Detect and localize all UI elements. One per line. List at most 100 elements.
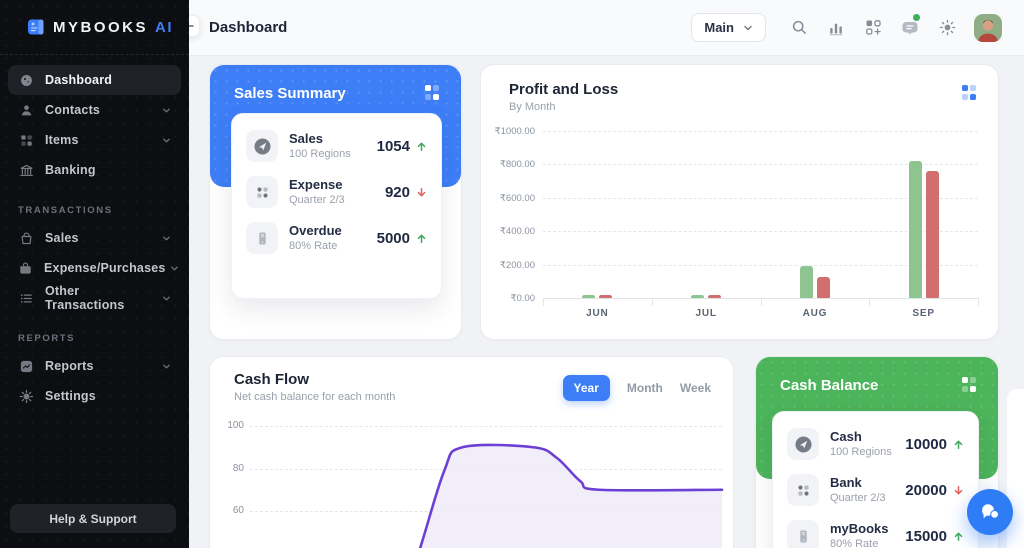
search-icon[interactable]: [789, 18, 809, 38]
sidebar-item-expense-purchases[interactable]: Expense/Purchases: [8, 253, 181, 283]
banking-icon: [18, 163, 34, 178]
page-title: Dashboard: [209, 19, 288, 36]
sidebar-item-items[interactable]: Items: [8, 125, 181, 155]
sidebar-item-label: Reports: [45, 359, 94, 373]
brand-logo[interactable]: MYBOOKS AI: [0, 0, 189, 55]
chat-fab-button[interactable]: [967, 489, 1013, 535]
sidebar-item-banking[interactable]: Banking: [8, 155, 181, 185]
row-name: Expense: [289, 177, 343, 192]
row-sub: 100 Regions: [289, 148, 351, 160]
row-value: 15000: [905, 527, 947, 545]
tab-month[interactable]: Month: [626, 381, 663, 395]
sales-summary-list: Sales 100 Regions 1054 Expense Quarter 2/3 92…: [231, 113, 442, 299]
cash-balance-card: Cash Balance Cash 100 Regions 10000 Bank Qua…: [755, 356, 999, 548]
row-name: Overdue: [289, 223, 342, 238]
dashboard-icon: [18, 73, 34, 88]
cash-balance-list: Cash 100 Regions 10000 Bank Quarter 2/3 20000…: [772, 411, 979, 548]
apps-icon[interactable]: [863, 18, 883, 38]
notification-dot: [913, 13, 920, 21]
chevron-down-icon: [162, 106, 171, 115]
y-axis-tick: ₹200.00: [499, 259, 535, 271]
grid-icon: [246, 176, 278, 208]
y-axis-tick: ₹600.00: [499, 192, 535, 204]
section-label-reports: REPORTS: [18, 333, 76, 344]
x-axis-label-jun: JUN: [586, 308, 609, 319]
chevron-down-icon: [743, 23, 753, 33]
x-axis-tick: [869, 298, 871, 306]
avatar[interactable]: [974, 13, 1002, 42]
sidebar-item-label: Contacts: [45, 103, 101, 117]
row-name: Sales: [289, 131, 323, 146]
chevron-down-icon: [162, 362, 171, 371]
topbar: Dashboard Main: [178, 0, 1024, 56]
profit-loss-title: Profit and Loss: [509, 81, 619, 98]
sidebar-item-dashboard[interactable]: Dashboard: [8, 65, 181, 95]
send-icon: [246, 130, 278, 162]
row-value: 20000: [905, 481, 947, 499]
row-sub: Quarter 2/3: [830, 492, 886, 504]
y-axis-tick: ₹800.00: [499, 159, 535, 171]
cash-flow-subtitle: Net cash balance for each month: [234, 391, 396, 403]
x-axis-tick: [651, 298, 653, 306]
cash-flow-line: [418, 443, 724, 548]
trend-down-icon: [953, 485, 964, 496]
bar-loss-aug: [816, 277, 830, 298]
x-axis-label-sep: SEP: [912, 308, 935, 319]
x-axis-label-jul: JUL: [695, 308, 717, 319]
sales-row-sales: Sales 100 Regions 1054: [232, 123, 441, 169]
tab-week[interactable]: Week: [679, 381, 711, 395]
trend-up-icon: [416, 141, 427, 152]
phone-icon: [787, 520, 819, 548]
sales-icon: [18, 231, 34, 246]
cash-flow-chart: 100806040: [210, 357, 733, 548]
sales-summary-card: Sales Summary Sales 100 Regions 1054 Expens…: [209, 64, 462, 340]
widget-handle-icon[interactable]: [961, 377, 976, 392]
widget-handle-icon[interactable]: [961, 85, 976, 100]
row-sub: Quarter 2/3: [289, 194, 345, 206]
gridline: [543, 264, 978, 266]
row-value: 920: [384, 183, 410, 201]
sales-row-expense: Expense Quarter 2/3 920: [232, 169, 441, 215]
grid-icon: [787, 474, 819, 506]
messages-icon[interactable]: [900, 13, 920, 38]
other-transactions-icon: [18, 291, 34, 306]
tab-year[interactable]: Year: [562, 375, 610, 401]
bar-profit-jun: [582, 295, 596, 298]
row-name: Bank: [830, 475, 862, 490]
cash-balance-title: Cash Balance: [780, 377, 879, 394]
row-sub: 80% Rate: [830, 538, 879, 548]
sidebar-item-sales[interactable]: Sales: [8, 223, 181, 253]
topbar-actions: Main: [691, 0, 1002, 55]
gridline: [543, 197, 978, 199]
brand-suffix: AI: [155, 18, 174, 36]
trend-up-icon: [953, 439, 964, 450]
sidebar-nav-transactions: Sales Expense/Purchases Other Transactions: [0, 223, 189, 313]
cash-flow-card: Cash Flow Net cash balance for each mont…: [209, 356, 734, 548]
org-selector-dropdown[interactable]: Main: [691, 13, 766, 42]
chat-icon: [979, 501, 1001, 523]
help-support-button[interactable]: Help & Support: [10, 504, 176, 533]
bar-loss-jun: [599, 295, 613, 298]
cash-row-mybooks: myBooks 80% Rate 15000: [773, 513, 978, 548]
sidebar-item-settings[interactable]: Settings: [8, 381, 181, 411]
cash-flow-title: Cash Flow: [234, 371, 310, 388]
sidebar-item-label: Settings: [45, 389, 96, 403]
chevron-down-icon: [170, 264, 179, 273]
row-name: Cash: [830, 429, 862, 444]
cash-row-bank: Bank Quarter 2/3 20000: [773, 467, 978, 513]
bar-chart-icon[interactable]: [826, 18, 846, 38]
theme-icon[interactable]: [937, 18, 957, 38]
y-axis-tick: ₹0.00: [510, 293, 535, 304]
section-label-transactions: TRANSACTIONS: [18, 205, 113, 216]
row-value: 10000: [905, 435, 947, 453]
gridline: [250, 426, 722, 427]
widget-handle-icon[interactable]: [424, 85, 439, 100]
bar-profit-sep: [908, 161, 922, 298]
sidebar-item-contacts[interactable]: Contacts: [8, 95, 181, 125]
y-axis-tick: 80: [232, 462, 244, 474]
sidebar-item-label: Items: [45, 133, 79, 147]
bar-profit-aug: [799, 266, 813, 298]
sidebar-item-reports[interactable]: Reports: [8, 351, 181, 381]
sidebar-item-other-transactions[interactable]: Other Transactions: [8, 283, 181, 313]
